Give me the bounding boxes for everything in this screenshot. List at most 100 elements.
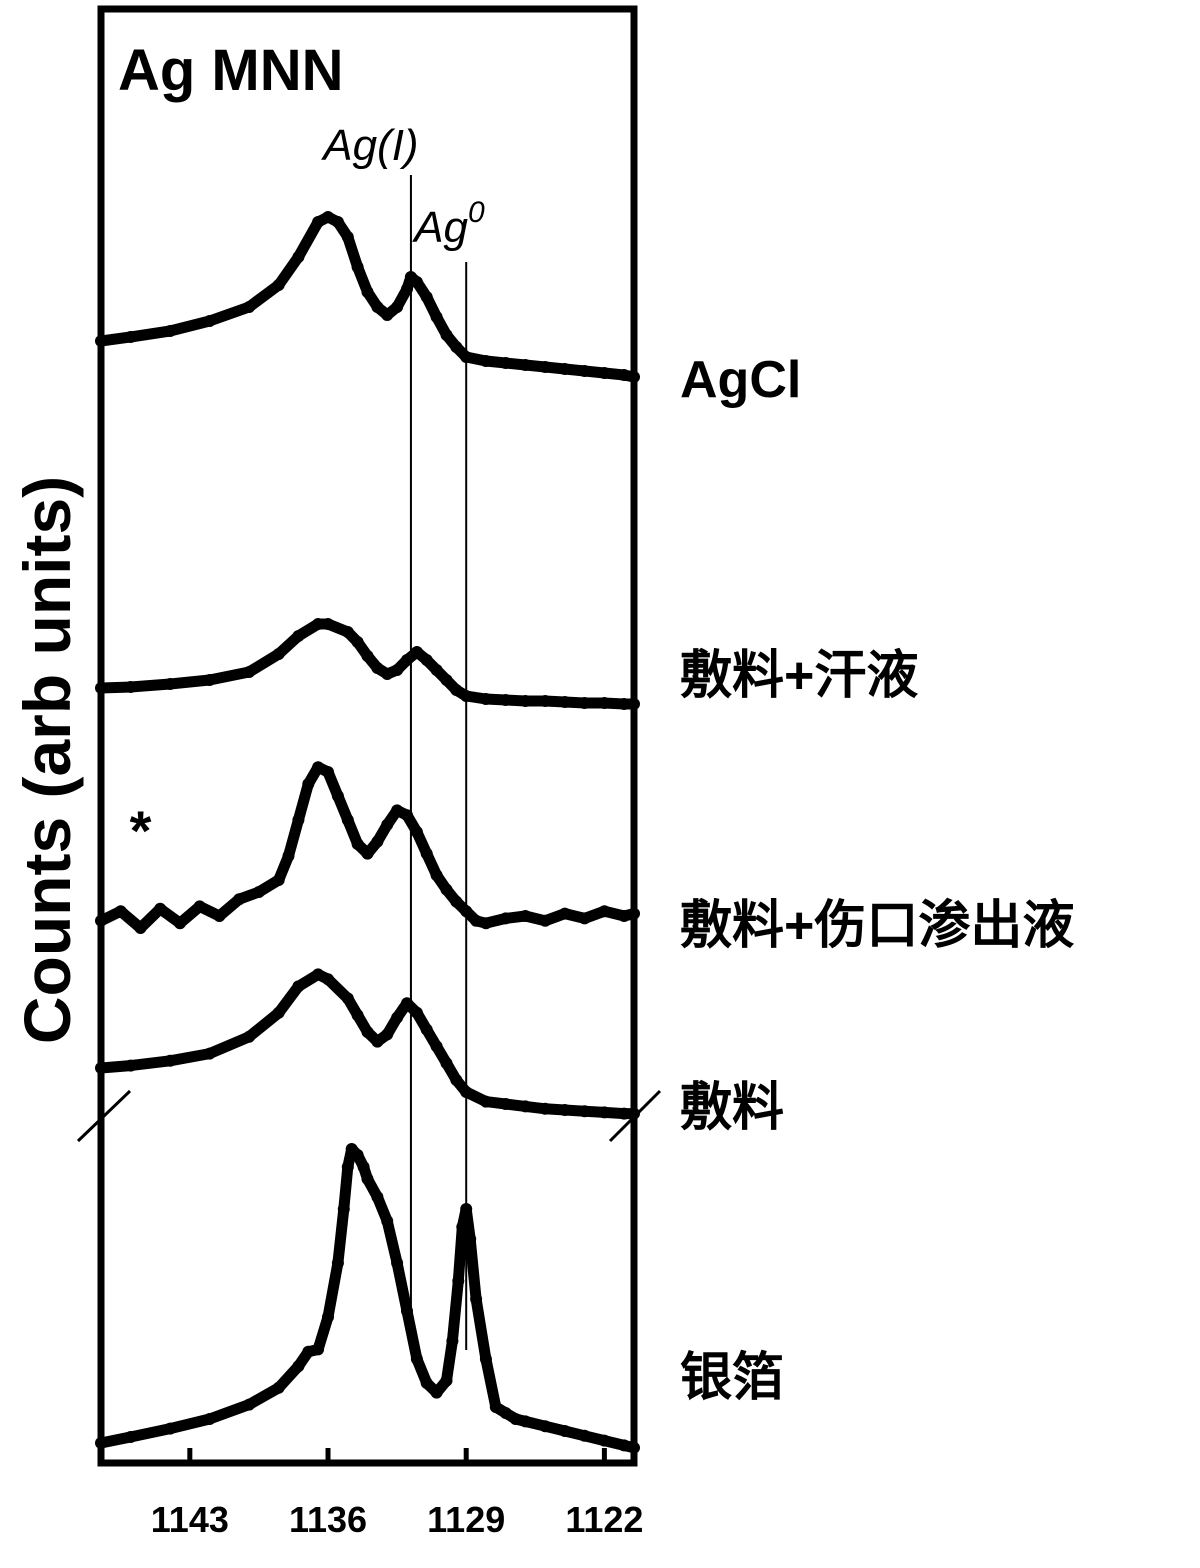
data-point (430, 1386, 443, 1399)
data-point (243, 1398, 256, 1411)
x-tick-label: 1129 (427, 1499, 505, 1540)
data-point (331, 216, 344, 228)
reference-lines (409, 175, 468, 1350)
data-point (499, 357, 512, 369)
data-point (371, 662, 384, 674)
data-point (539, 1420, 552, 1433)
data-point (164, 1422, 177, 1435)
data-point (302, 1345, 315, 1358)
data-point (401, 1305, 413, 1317)
data-point (539, 914, 552, 927)
data-point (351, 1149, 364, 1161)
data-point (272, 874, 285, 886)
data-point (618, 1439, 631, 1452)
data-point (391, 804, 404, 817)
data-point (401, 283, 413, 295)
data-point (322, 973, 334, 986)
data-point (628, 1441, 640, 1454)
data-point (391, 664, 404, 676)
data-point (341, 992, 354, 1005)
data-point (628, 698, 640, 710)
data-point (322, 766, 334, 778)
data-point (420, 291, 433, 303)
data-point (233, 893, 246, 906)
data-point (578, 912, 591, 925)
data-point (539, 695, 552, 707)
data-point (519, 695, 532, 707)
data-point (203, 1047, 216, 1060)
peak-label-ag-i: Ag(I) (320, 121, 418, 170)
data-point (479, 917, 492, 930)
data-point (420, 654, 433, 666)
data-point (401, 809, 413, 822)
data-point (558, 363, 571, 375)
data-point (351, 1009, 364, 1022)
data-point (558, 696, 571, 708)
data-point (361, 847, 374, 860)
data-point (539, 361, 552, 373)
data-point (341, 814, 354, 826)
x-tick-label: 1143 (151, 1499, 229, 1540)
data-point (292, 814, 305, 826)
data-point (519, 1100, 532, 1113)
data-point (410, 276, 423, 288)
data-point (164, 325, 177, 337)
data-point (464, 1233, 477, 1245)
data-point (95, 682, 107, 694)
data-point (440, 883, 453, 896)
data-point (312, 618, 325, 630)
data-point (440, 674, 453, 686)
data-point (410, 826, 423, 838)
data-point (618, 910, 631, 922)
data-point (479, 1353, 492, 1365)
data-point (470, 914, 483, 927)
data-point (272, 1381, 285, 1394)
data-point (452, 1275, 465, 1287)
data-point (164, 1054, 177, 1067)
data-point (272, 1006, 285, 1019)
data-point (446, 1335, 459, 1347)
data-point (174, 917, 186, 930)
series-line (95, 968, 640, 1120)
data-point (470, 1293, 483, 1305)
series-label: 敷料+伤口渗出液 (680, 897, 1074, 955)
data-point (450, 684, 463, 696)
data-point (357, 1161, 370, 1173)
series-layer (95, 211, 640, 1454)
data-point (558, 907, 571, 920)
data-point (578, 1105, 591, 1118)
data-point (519, 910, 532, 922)
x-tick-label: 1136 (289, 1499, 367, 1540)
data-point (282, 850, 295, 862)
data-point (95, 1437, 107, 1449)
data-point (618, 1107, 631, 1120)
data-point (460, 351, 473, 363)
data-point (519, 1415, 532, 1428)
data-point (95, 335, 107, 347)
data-point (134, 922, 147, 934)
data-point (460, 905, 473, 918)
data-point (381, 309, 394, 321)
data-point (164, 678, 177, 690)
data-point (460, 690, 473, 702)
data-point (430, 1040, 443, 1053)
asterisk-annotation: * (130, 799, 152, 862)
data-point (381, 818, 394, 831)
data-point (450, 1074, 463, 1086)
data-point (203, 1413, 216, 1425)
data-point (322, 1311, 334, 1323)
data-point (401, 654, 413, 666)
data-point (361, 1026, 374, 1038)
data-point (628, 1107, 640, 1120)
data-point (430, 869, 443, 882)
data-point (618, 369, 631, 381)
data-point (460, 1086, 473, 1098)
data-point (410, 1006, 423, 1019)
data-point (440, 1057, 453, 1070)
data-point (272, 648, 285, 660)
data-point (124, 1059, 137, 1072)
data-point (420, 1023, 433, 1036)
series-label: 敷料 (680, 1079, 784, 1137)
data-point (322, 211, 334, 223)
